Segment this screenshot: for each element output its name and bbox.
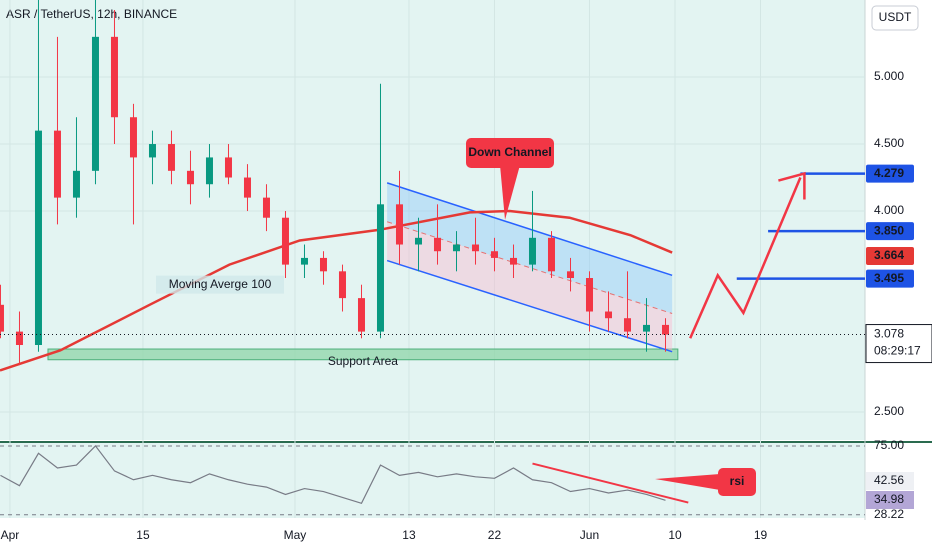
candle-body [433,237,441,252]
candle-body [34,130,42,346]
rsi-value-box [866,472,914,490]
candle-body [300,257,308,265]
current-price-label: 3.078 [874,327,904,341]
rsi-callout-pointer [655,474,720,490]
current-price-box [865,324,932,364]
channel-lower-fill [387,221,673,352]
level-box [866,222,914,241]
level-label: 3.850 [874,223,904,237]
candle-body [319,257,327,272]
y-tick-label: 4.500 [874,136,904,150]
rsi-value-box [866,491,914,509]
x-tick-label: Apr [1,528,20,542]
rsi-trendline [532,462,689,504]
level-label: 3.495 [874,271,904,285]
candle-body [566,271,574,279]
candle-body [110,36,118,118]
support-label: Support Area [328,354,398,368]
x-tick-label: May [284,528,307,542]
candle-body [414,237,422,245]
candle-body [53,130,61,198]
candle-body [357,298,365,332]
candle-body [243,177,251,198]
candle-body [15,331,23,346]
projection [689,177,802,339]
candle-body [528,237,536,265]
ma-value-box [866,247,914,266]
candle-body [395,204,403,245]
rsi-value-label: 34.98 [874,492,904,506]
rsi-value-label: 42.56 [874,473,904,487]
channel-lower [386,259,673,353]
rsi-tick-label: 75.00 [874,438,904,452]
chart-title: ASR / TetherUS, 12h, BINANCE [6,7,177,21]
candle-body [452,244,460,252]
candle-body [376,204,384,332]
candle-body [509,257,517,265]
callout-label: Down Channel [468,145,551,159]
x-tick-label: Jun [580,528,599,542]
candle-body [205,157,213,185]
candle-body [262,197,270,218]
candle-body [224,157,232,178]
x-tick-label: 22 [488,528,502,542]
rsi-callout-box [718,468,756,496]
currency: USDT [879,10,912,24]
x-tick-label: 19 [754,528,768,542]
x-tick-label: 15 [136,528,150,542]
rsi-line [0,445,666,505]
candle-body [186,170,194,185]
level-box [866,269,914,288]
level-box [866,164,914,183]
candle-body [148,144,156,158]
callout-pointer [500,165,520,220]
candle-body [281,217,289,265]
rsi-callout-label: rsi [730,474,745,488]
rsi-tick-label: 28.22 [874,507,904,521]
candle-body [490,251,498,258]
currency-box[interactable] [871,5,919,31]
level-label: 4.279 [874,166,904,180]
projection-arrowhead [778,171,806,200]
candle-body [661,324,669,335]
candle-body [623,318,631,332]
candle-body [129,117,137,158]
ma-value-label: 3.664 [874,248,904,262]
candle-body [72,170,80,198]
candle-body [167,144,175,171]
ma-label-bg [156,275,284,294]
channel-midline [386,221,673,314]
x-tick-label: 10 [668,528,682,542]
ma-label: Moving Averge 100 [169,277,272,291]
candle-body [642,324,650,332]
y-tick-label: 2.500 [874,404,904,418]
candle-body [604,311,612,319]
callout-box [466,138,554,168]
candle-body [0,304,4,332]
candle-body [91,36,99,171]
y-tick-label: 5.000 [874,69,904,83]
channel-upper [386,182,673,277]
candle-body [471,244,479,252]
candle-body [585,278,593,312]
candle-body [338,271,346,299]
x-tick-label: 13 [402,528,416,542]
candle-body [547,237,555,272]
y-tick-label: 4.000 [874,203,904,217]
countdown: 08:29:17 [874,344,921,358]
